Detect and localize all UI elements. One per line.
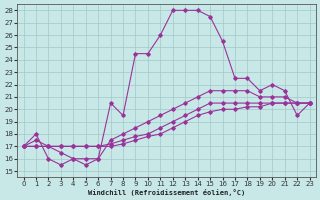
X-axis label: Windchill (Refroidissement éolien,°C): Windchill (Refroidissement éolien,°C) xyxy=(88,189,245,196)
